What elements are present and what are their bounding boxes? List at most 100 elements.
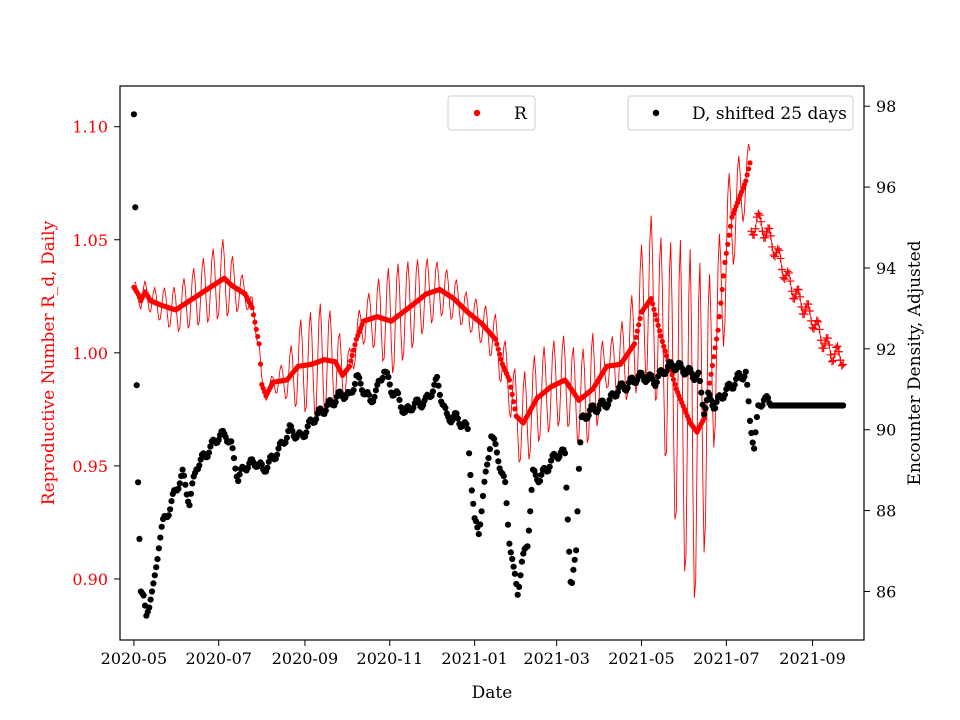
r-point-85 bbox=[249, 305, 255, 311]
d-point-315 bbox=[568, 579, 576, 587]
d-point-191 bbox=[396, 396, 403, 403]
d-point-443 bbox=[746, 417, 754, 424]
r-point-419 bbox=[714, 336, 720, 342]
d-point-261 bbox=[493, 449, 500, 456]
plot-frame bbox=[119, 85, 865, 641]
d-point-270 bbox=[506, 540, 513, 547]
r-series-line bbox=[133, 143, 751, 598]
d-point-510 bbox=[840, 402, 847, 409]
d-point-18 bbox=[155, 545, 162, 552]
r-forecast-point-55 bbox=[823, 334, 832, 343]
r-forecast-point-35 bbox=[796, 292, 805, 301]
legend-d: D, shifted 25 days bbox=[627, 95, 854, 131]
d-point-55 bbox=[207, 443, 214, 450]
r-point-263 bbox=[497, 351, 503, 357]
d-point-419 bbox=[713, 398, 720, 406]
x-tick-label-7: 2021-07 bbox=[693, 649, 759, 668]
d-point-445 bbox=[749, 439, 756, 446]
x-tick-label-5: 2021-03 bbox=[523, 649, 589, 668]
d-point-71 bbox=[229, 445, 236, 452]
d-point-273 bbox=[510, 563, 517, 570]
d-point-321 bbox=[577, 439, 584, 446]
d-point-310 bbox=[561, 450, 569, 457]
d-point-224 bbox=[442, 404, 449, 411]
d-point-20 bbox=[158, 523, 165, 530]
series-group bbox=[130, 111, 848, 619]
d-point-131 bbox=[313, 416, 320, 423]
d-point-249 bbox=[477, 521, 484, 528]
d-point-320 bbox=[575, 465, 583, 472]
y-right-tick-label-0: 86 bbox=[876, 582, 896, 601]
r-point-158 bbox=[351, 347, 357, 353]
d-point-25 bbox=[165, 512, 172, 519]
x-tick-label-2: 2020-09 bbox=[272, 649, 338, 668]
d-point-162 bbox=[356, 374, 363, 381]
d-point-376 bbox=[653, 379, 660, 386]
d-point-341 bbox=[605, 401, 612, 408]
d-point-73 bbox=[232, 465, 239, 472]
r-forecast-point-22 bbox=[777, 265, 786, 274]
r-forecast-point-65 bbox=[837, 361, 846, 370]
r-point-426 bbox=[723, 250, 729, 256]
r-point-429 bbox=[727, 223, 734, 229]
d-point-244 bbox=[470, 500, 477, 507]
d-point-240 bbox=[464, 425, 471, 433]
d-point-418 bbox=[712, 405, 719, 412]
d-point-289 bbox=[532, 472, 539, 479]
d-point-219 bbox=[435, 382, 442, 389]
d-point-16 bbox=[153, 564, 160, 571]
r-forecast-point-20 bbox=[775, 246, 784, 255]
r-forecast-point-49 bbox=[815, 325, 824, 334]
r-point-425 bbox=[722, 259, 728, 265]
r-point-417 bbox=[711, 354, 717, 360]
r-forecast-point-60 bbox=[830, 349, 839, 358]
legend-r: R bbox=[447, 95, 536, 131]
r-forecast-point-61 bbox=[832, 343, 841, 352]
d-point-255 bbox=[485, 455, 492, 462]
r-point-89 bbox=[255, 333, 261, 340]
d-point-401 bbox=[688, 370, 695, 377]
r-point-262 bbox=[495, 346, 501, 352]
r-forecast-point-53 bbox=[821, 339, 830, 348]
r-forecast-point-41 bbox=[804, 300, 813, 309]
r-point-261 bbox=[494, 341, 500, 347]
r-point-380 bbox=[659, 338, 666, 345]
d-point-327 bbox=[585, 412, 592, 419]
y-right-tick-label-5: 96 bbox=[876, 178, 896, 197]
r-point-414 bbox=[707, 380, 713, 386]
r-forecast-point-26 bbox=[783, 267, 792, 276]
d-point-411 bbox=[702, 405, 709, 412]
d-point-110 bbox=[283, 434, 290, 441]
r-point-418 bbox=[712, 345, 718, 351]
d-point-447 bbox=[752, 429, 759, 436]
d-point-312 bbox=[564, 516, 571, 523]
r-point-442 bbox=[746, 166, 752, 172]
legend-r-frame bbox=[447, 95, 536, 131]
d-point-124 bbox=[303, 429, 310, 436]
d-point-243 bbox=[468, 487, 475, 494]
d-point-284 bbox=[525, 527, 533, 534]
r-point-87 bbox=[252, 319, 258, 325]
legend-r-marker bbox=[473, 109, 481, 117]
d-point-299 bbox=[546, 463, 553, 470]
d-point-441 bbox=[744, 381, 751, 388]
r-point-156 bbox=[348, 358, 354, 364]
d-point-19 bbox=[157, 534, 164, 541]
d-point-220 bbox=[436, 391, 443, 398]
d-point-266 bbox=[500, 473, 507, 480]
plot-area bbox=[130, 111, 848, 619]
d-point-300 bbox=[548, 457, 555, 464]
d-point-96 bbox=[264, 464, 271, 471]
d-point-448 bbox=[753, 414, 761, 421]
r-forecast-point-32 bbox=[791, 290, 800, 299]
d-point-432 bbox=[731, 381, 738, 388]
r-point-159 bbox=[352, 342, 358, 348]
d-point-256 bbox=[486, 446, 493, 453]
r-point-91 bbox=[257, 361, 264, 367]
d-point-1 bbox=[132, 204, 139, 211]
d-point-442 bbox=[745, 398, 752, 405]
d-point-334 bbox=[595, 406, 602, 413]
r-point-428 bbox=[726, 232, 732, 238]
r-forecast-point-50 bbox=[816, 336, 825, 345]
r-forecast-point-15 bbox=[768, 242, 777, 251]
